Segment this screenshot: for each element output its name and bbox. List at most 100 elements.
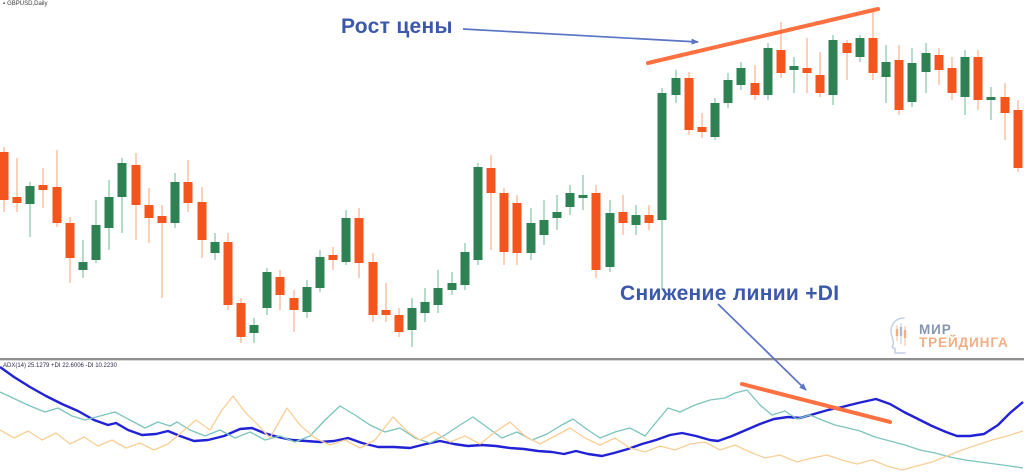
candle	[275, 270, 285, 310]
candle	[354, 208, 364, 278]
candle	[249, 318, 259, 343]
candle	[381, 283, 391, 322]
candle	[815, 52, 825, 97]
candle	[763, 43, 773, 100]
annotation-overlays	[462, 7, 892, 424]
candle	[289, 290, 299, 332]
candle	[236, 298, 246, 343]
candle	[183, 160, 193, 212]
candle	[710, 98, 720, 140]
candle	[631, 205, 641, 235]
candle	[433, 270, 443, 313]
candle	[671, 70, 681, 103]
logo-candles-icon	[895, 323, 907, 346]
candle	[407, 298, 417, 347]
di-trendline	[740, 382, 892, 424]
candle	[986, 87, 996, 120]
symbol-bullet-icon: ▪	[3, 1, 6, 7]
candle	[210, 233, 220, 260]
candle	[960, 50, 970, 115]
annotation-price-growth-label: Рост цены	[341, 15, 453, 38]
candle	[0, 147, 9, 212]
candle	[723, 73, 733, 108]
candle	[657, 88, 667, 290]
candle	[499, 188, 509, 265]
candle	[144, 188, 154, 243]
candle	[539, 200, 549, 245]
candle	[117, 158, 127, 233]
candle	[578, 175, 588, 210]
candle	[25, 182, 35, 237]
candle	[526, 208, 536, 260]
candle	[552, 195, 562, 230]
trader-head-logo-icon	[890, 317, 907, 354]
candle	[302, 280, 312, 318]
candle	[341, 210, 351, 265]
pane-divider	[0, 358, 1024, 361]
indicator-values-label: ADX(14) 25.1279 +DI 22.6006 -DI 10.2230	[3, 363, 117, 369]
candle	[802, 38, 812, 93]
candle	[644, 205, 654, 230]
candle	[565, 185, 575, 215]
candle	[697, 113, 707, 138]
candle	[881, 45, 891, 103]
candle	[12, 158, 22, 212]
candle	[842, 40, 852, 80]
watermark-title: МИР ТРЕЙДИНГА	[919, 322, 1009, 350]
candle	[736, 62, 746, 90]
candle	[197, 187, 207, 258]
candle	[328, 247, 338, 270]
candle	[486, 155, 496, 250]
watermark: МИР ТРЕЙДИНГА	[889, 317, 1009, 355]
candle	[894, 45, 904, 115]
candle	[104, 180, 114, 250]
candle	[460, 243, 470, 290]
symbol-text: GBPUSD,Daily	[7, 1, 48, 7]
candle	[157, 205, 167, 298]
candle	[131, 153, 141, 240]
candle	[618, 195, 628, 235]
candle	[750, 65, 760, 100]
adx-indicator-pane	[0, 366, 1024, 471]
candle	[262, 268, 272, 315]
candle	[420, 288, 430, 322]
candle	[605, 200, 615, 272]
annotation-di-decline-label: Снижение линии +DI	[620, 282, 840, 305]
adx-line	[0, 366, 1024, 458]
symbol-label: ▪ GBPUSD,Daily	[3, 1, 47, 8]
candle	[91, 200, 101, 263]
candle	[65, 217, 75, 283]
candle	[947, 57, 957, 100]
candle	[973, 50, 983, 110]
price-pane	[0, 10, 1023, 347]
watermark-line2: ТРЕЙДИНГА	[919, 335, 1009, 350]
candle	[394, 308, 404, 337]
di-annotation-arrow	[717, 303, 807, 391]
watermark-line1: МИР	[919, 322, 952, 337]
candle	[512, 195, 522, 265]
candle	[473, 163, 483, 265]
candle	[684, 72, 694, 135]
candle	[223, 233, 233, 310]
candle	[78, 240, 88, 278]
candle	[855, 35, 865, 62]
candle	[1013, 100, 1023, 172]
candle	[934, 48, 944, 85]
candle	[921, 43, 931, 93]
candle	[38, 168, 48, 208]
candle	[52, 150, 62, 227]
candle	[368, 253, 378, 322]
minus-di-line	[0, 395, 1024, 471]
candle	[170, 173, 180, 228]
candle	[907, 48, 917, 107]
price-annotation-arrow	[462, 28, 699, 45]
candle	[447, 272, 457, 295]
candle	[315, 250, 325, 292]
candle	[789, 57, 799, 93]
candle	[1000, 83, 1010, 140]
candle	[828, 35, 838, 105]
candle	[591, 185, 601, 278]
price-trendline	[646, 7, 880, 65]
